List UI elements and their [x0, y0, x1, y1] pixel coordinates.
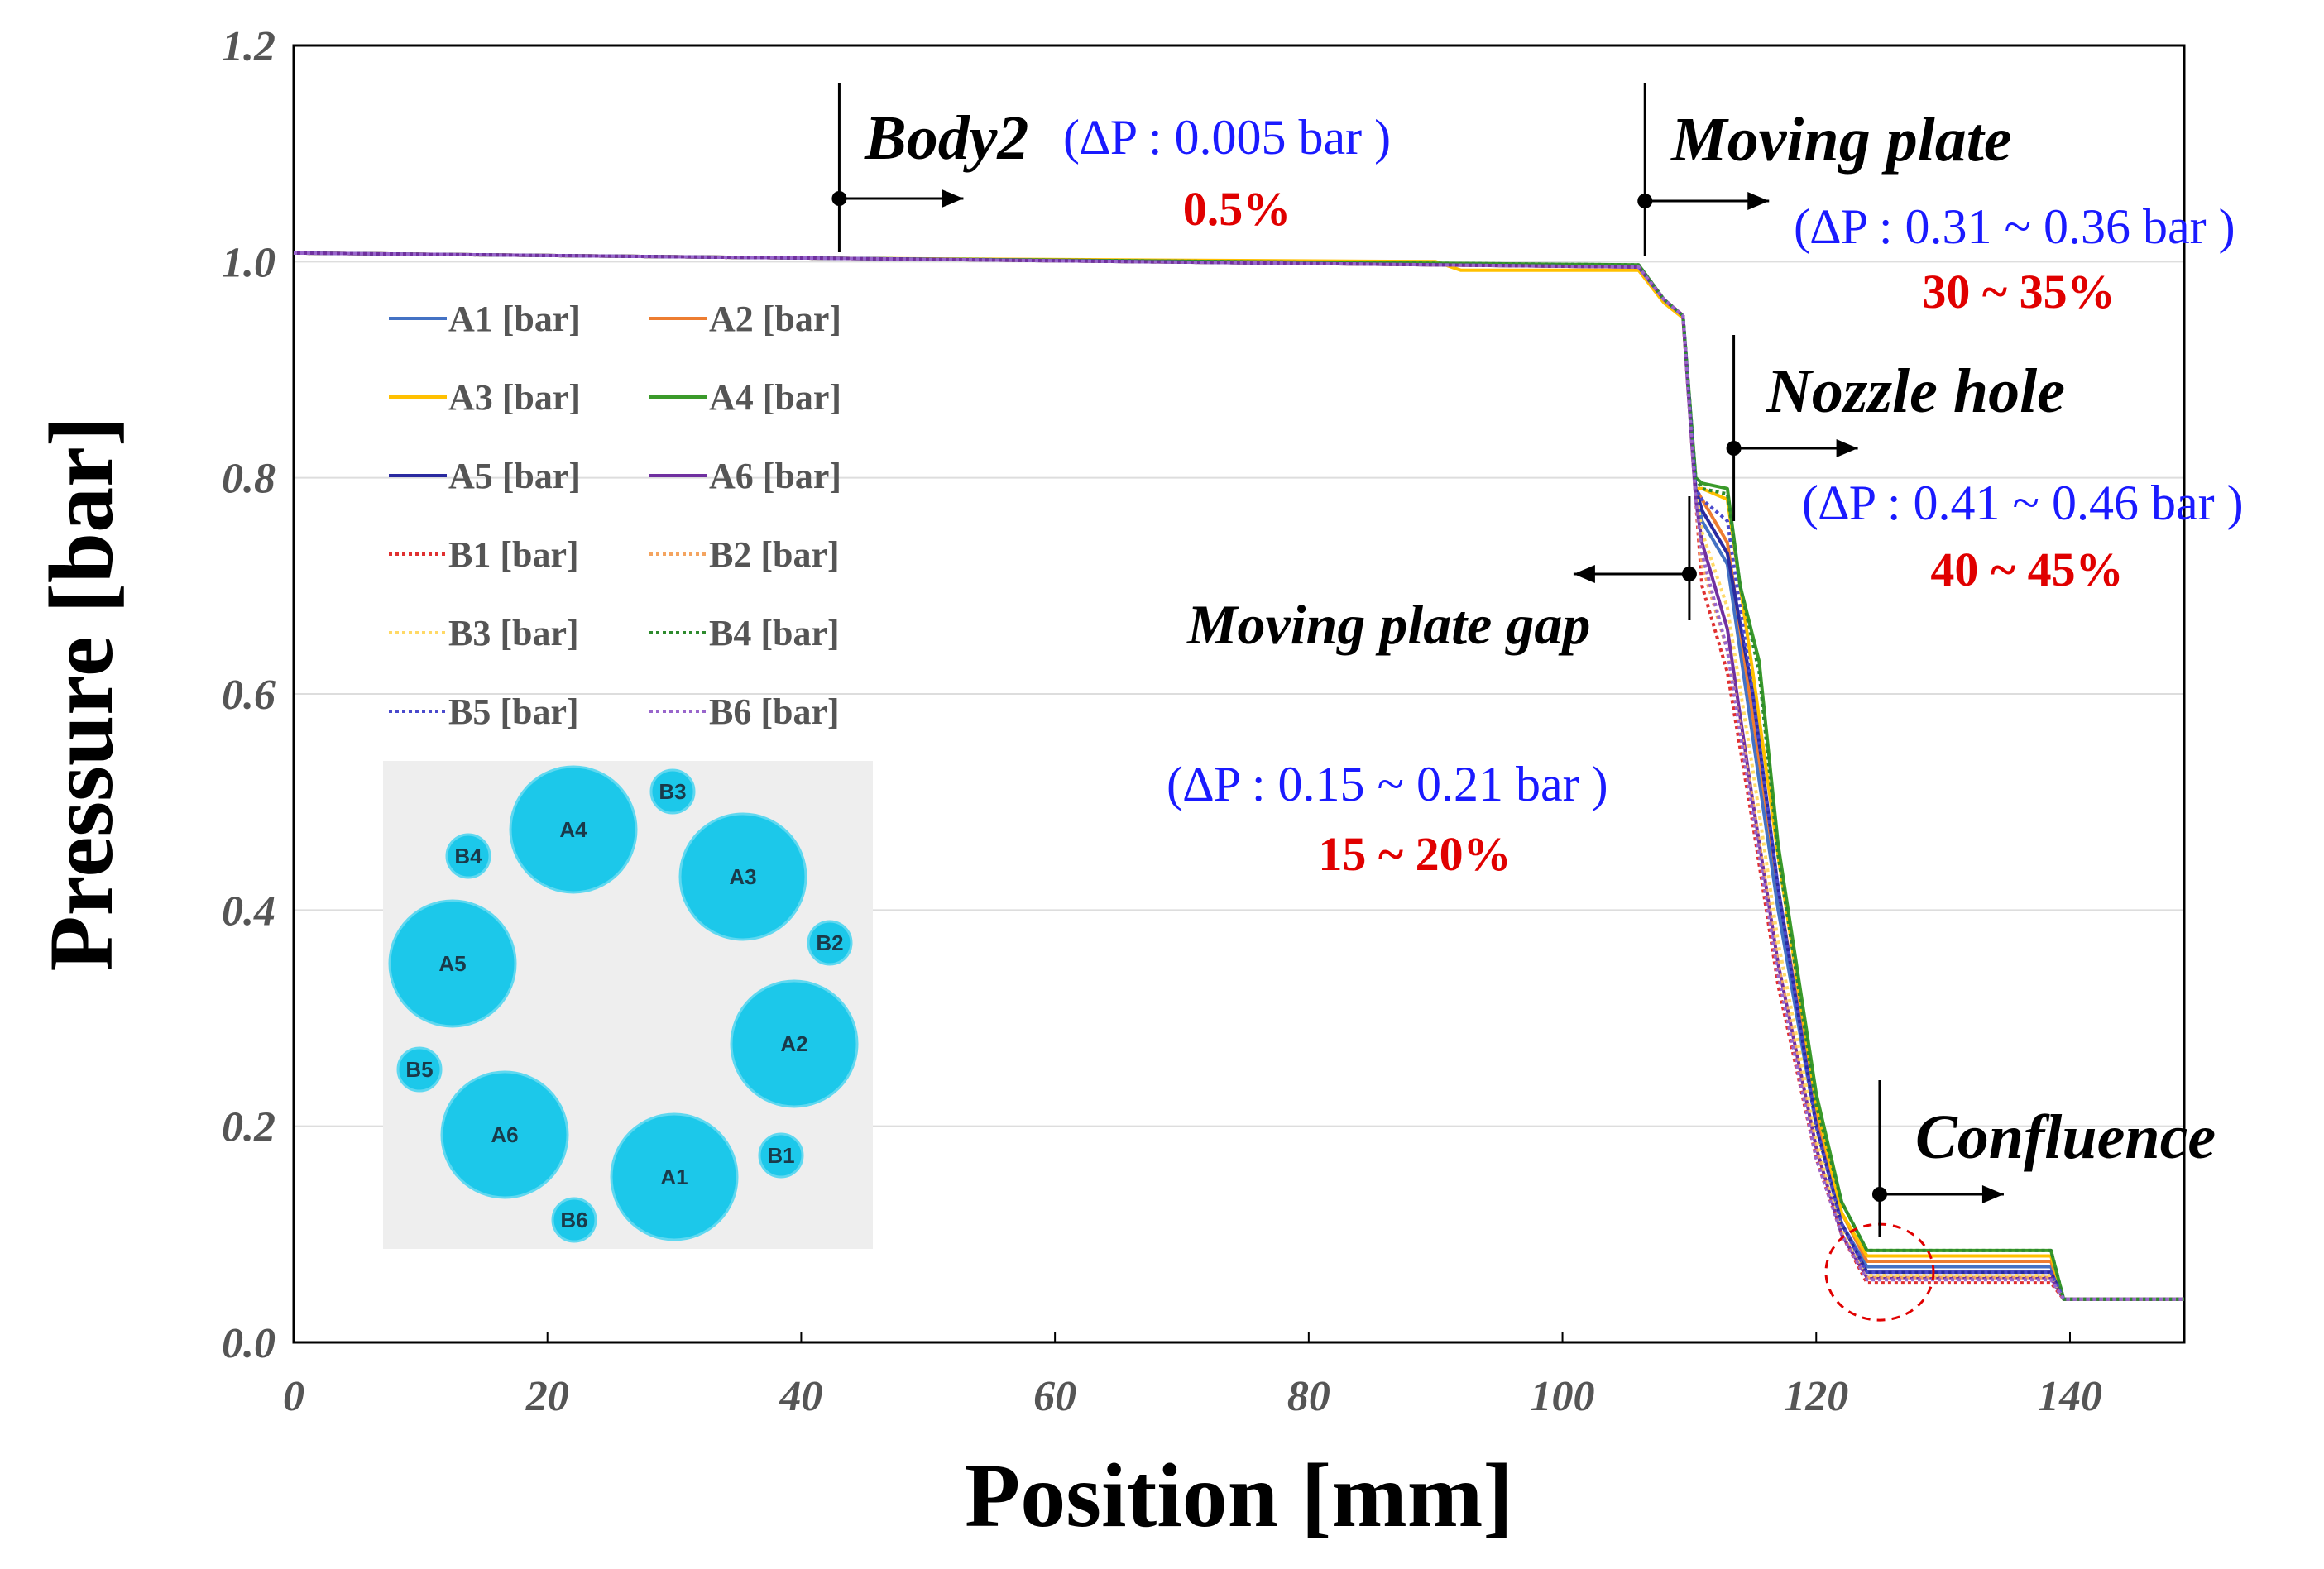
inset-circle-label: A2	[780, 1031, 807, 1056]
annotation-body2: Body2 (∆P : 0.005 bar ) 0.5%	[864, 103, 1391, 236]
y-tick-label: 0.8	[222, 456, 276, 503]
y-tick-label: 0.2	[222, 1104, 276, 1151]
legend-label: A3 [bar]	[448, 377, 581, 418]
x-axis-title: Position [mm]	[965, 1445, 1513, 1546]
legend-label: B3 [bar]	[448, 613, 579, 653]
x-tick-label: 40	[779, 1373, 822, 1420]
y-tick-label: 1.0	[222, 239, 276, 286]
annotations: Body2 (∆P : 0.005 bar ) 0.5% Moving plat…	[831, 83, 2244, 1237]
y-axis-ticks: 0.0 0.2 0.4 0.6 0.8 1.0 1.2	[222, 23, 276, 1367]
moving-plate-gap-arrow-head	[1573, 565, 1595, 583]
inset-circle-b2	[807, 920, 853, 966]
inset-circle-b4	[445, 833, 491, 879]
inset-circle-label: A3	[729, 864, 756, 889]
legend-label: B1 [bar]	[448, 534, 579, 575]
inset-circle-label: A1	[660, 1165, 688, 1189]
inset-circle-a2	[730, 979, 859, 1108]
legend-label: A6 [bar]	[709, 456, 841, 496]
y-tick-label: 0.4	[222, 887, 276, 935]
annotation-moving-plate: Moving plate (∆P : 0.31 ~ 0.36 bar ) 30 …	[1670, 105, 2235, 318]
confluence-arrow-head	[1981, 1185, 2004, 1203]
body2-arrow-head	[942, 189, 964, 208]
annotation-body2-percent: 0.5%	[1183, 182, 1291, 236]
series-lines	[293, 251, 2184, 1301]
annotation-confluence: Confluence	[1915, 1103, 2216, 1172]
annotation-moving-plate-gap-delta: (∆P : 0.15 ~ 0.21 bar )	[1167, 757, 1608, 811]
y-tick-label: 0.6	[222, 672, 276, 719]
inset-circle-a3	[678, 812, 807, 941]
annotation-markers	[831, 83, 2004, 1237]
x-tick-label: 20	[525, 1373, 569, 1420]
x-tick-label: 120	[1784, 1373, 1848, 1420]
annotation-nozzle-hole-percent: 40 ~ 45%	[1930, 543, 2123, 596]
inset-circle-label: B3	[659, 779, 686, 804]
annotation-moving-plate-title: Moving plate	[1670, 105, 2012, 175]
annotation-body2-delta: (∆P : 0.005 bar )	[1063, 110, 1391, 165]
legend: A1 [bar] A2 [bar] A3 [bar] A4 [bar] A5 [bar]…	[389, 299, 841, 732]
moving-plate-arrow-head	[1747, 192, 1770, 210]
inset-circle-b5	[396, 1046, 443, 1093]
annotation-nozzle-hole: Nozzle hole (∆P : 0.41 ~ 0.46 bar ) 40 ~…	[1766, 356, 2244, 596]
nozzle-cross-section-inset: A1 A2 A3 A4 A5 A6 B1 B2 B3 B4 B5 B6	[383, 761, 873, 1249]
inset-circle-label: A6	[491, 1122, 518, 1147]
x-tick-label: 140	[2038, 1373, 2102, 1420]
annotation-moving-plate-percent: 30 ~ 35%	[1922, 265, 2115, 318]
inset-circle-label: B2	[816, 930, 843, 955]
annotation-body2-title: Body2	[864, 103, 1028, 173]
inset-circle-a4	[509, 765, 638, 894]
inset-circle-label: A4	[559, 817, 587, 842]
inset-circle-label: A5	[438, 951, 466, 976]
inset-circle-a5	[388, 899, 517, 1028]
legend-label: B2 [bar]	[709, 534, 840, 575]
legend-label: B6 [bar]	[709, 691, 840, 732]
inset-circle-a6	[440, 1070, 569, 1199]
inset-circle-b6	[551, 1197, 597, 1243]
x-tick-label: 100	[1531, 1373, 1595, 1420]
y-tick-label: 1.2	[222, 23, 276, 70]
y-axis-title: Pressure [bar]	[31, 416, 132, 971]
annotation-nozzle-hole-title: Nozzle hole	[1766, 356, 2065, 426]
annotation-moving-plate-gap-title: Moving plate gap	[1186, 593, 1590, 656]
x-axis-ticks: 0 20 40 60 80 100 120 140	[283, 1332, 2102, 1420]
annotation-moving-plate-gap-percent: 15 ~ 20%	[1318, 827, 1511, 881]
inset-circle-b1	[758, 1132, 804, 1179]
inset-circle-b3	[649, 768, 696, 815]
nozzle-hole-arrow-head	[1836, 439, 1858, 457]
x-tick-label: 80	[1287, 1373, 1330, 1420]
inset-circles: A1 A2 A3 A4 A5 A6 B1 B2 B3 B4 B5 B6	[388, 765, 859, 1243]
annotation-nozzle-hole-delta: (∆P : 0.41 ~ 0.46 bar )	[1802, 476, 2244, 530]
legend-label: A4 [bar]	[709, 377, 841, 418]
x-tick-label: 0	[283, 1373, 304, 1420]
inset-circle-label: B4	[454, 844, 482, 868]
legend-label: B4 [bar]	[709, 613, 840, 653]
y-tick-label: 0.0	[222, 1320, 276, 1367]
legend-label: A2 [bar]	[709, 299, 841, 339]
inset-circle-label: B5	[405, 1057, 433, 1082]
inset-circle-label: B6	[560, 1208, 587, 1232]
annotation-moving-plate-delta: (∆P : 0.31 ~ 0.36 bar )	[1794, 199, 2235, 254]
legend-label: A5 [bar]	[448, 456, 581, 496]
legend-label: B5 [bar]	[448, 691, 579, 732]
series-line-b6	[293, 251, 2184, 1301]
x-tick-label: 60	[1033, 1373, 1076, 1420]
inset-circle-label: B1	[767, 1143, 794, 1168]
annotation-moving-plate-gap: Moving plate gap (∆P : 0.15 ~ 0.21 bar )…	[1167, 593, 1608, 881]
legend-label: A1 [bar]	[448, 299, 581, 339]
inset-circle-a1	[610, 1112, 739, 1241]
series-line-a3	[293, 251, 2184, 1301]
plot-frame	[292, 44, 2186, 1344]
annotation-confluence-title: Confluence	[1915, 1103, 2216, 1172]
